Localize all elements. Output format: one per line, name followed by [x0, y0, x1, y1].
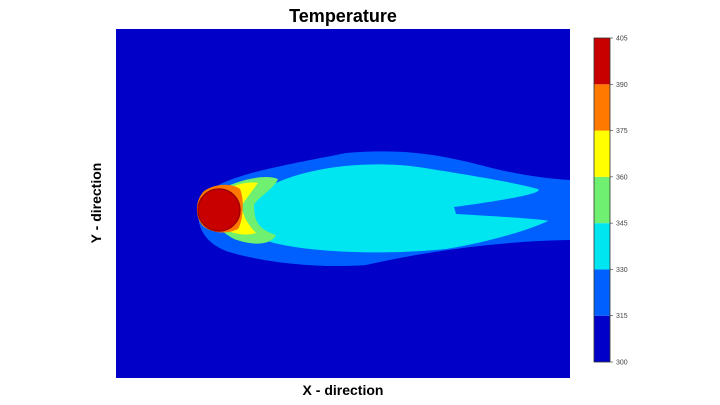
colorbar-level-300-315 [594, 315, 610, 362]
colorbar-tick-label-375: 375 [616, 128, 628, 135]
chart-title: Temperature [289, 6, 397, 26]
colorbar-level-360-375 [594, 130, 610, 177]
contour-level-330 [243, 164, 548, 253]
colorbar-level-375-390 [594, 84, 610, 131]
colorbar-level-315-330 [594, 269, 610, 316]
colorbar-level-330-345 [594, 223, 610, 270]
colorbar: 300 315 330 345 360 375 390 405 [593, 36, 628, 367]
x-axis-label: X - direction [302, 382, 384, 398]
colorbar-level-390-405 [594, 38, 610, 85]
colorbar-tick-label-300: 300 [616, 360, 628, 367]
colorbar-levels [594, 38, 610, 362]
colorbar-tick-label-390: 390 [616, 82, 628, 89]
colorbar-ticks: 300 315 330 345 360 375 390 405 [610, 36, 628, 367]
colorbar-tick-label-360: 360 [616, 174, 628, 181]
colorbar-tick-label-315: 315 [616, 313, 628, 320]
contour-plot [116, 29, 570, 378]
contour-level-405 [197, 188, 241, 232]
y-axis-label: Y - direction [88, 162, 104, 244]
colorbar-frame [593, 37, 611, 363]
colorbar-tick-label-330: 330 [616, 267, 628, 274]
colorbar-tick-label-345: 345 [616, 221, 628, 228]
colorbar-level-345-360 [594, 176, 610, 224]
colorbar-tick-label-405: 405 [616, 36, 628, 43]
